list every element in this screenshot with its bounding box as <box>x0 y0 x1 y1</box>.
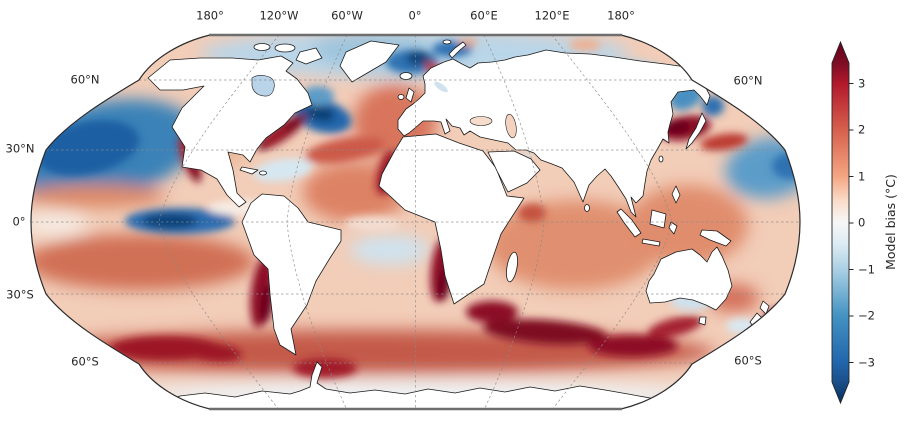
lat-label-60s-right: 60°S <box>734 353 762 368</box>
colorbar-tick-2: 2 <box>858 122 866 137</box>
sri-lanka <box>584 204 590 212</box>
hudson-bay <box>251 75 275 97</box>
meridian-120e <box>551 35 673 409</box>
lat-label-0-left: 0° <box>12 214 26 229</box>
hispaniola <box>259 170 267 176</box>
colorbar-tick-0: 0 <box>858 215 866 230</box>
madagascar <box>506 251 518 283</box>
south-america <box>241 193 342 356</box>
lon-label-180-left: 180° <box>196 8 224 23</box>
ireland <box>397 94 405 100</box>
arctic-island <box>253 43 271 51</box>
colorbar-tick-neg1: −1 <box>858 261 875 276</box>
sumatra <box>616 208 642 238</box>
colorbar-tick-neg2: −2 <box>858 308 875 323</box>
colorbar-tick-marks <box>849 83 854 363</box>
colorbar-gradient-bar <box>831 40 850 405</box>
lat-label-60s-left: 60°S <box>71 354 99 369</box>
meridian-60w <box>286 35 348 409</box>
lon-label-0: 0° <box>408 8 422 23</box>
tasmania <box>698 316 707 326</box>
caspian-sea <box>505 113 517 139</box>
colorbar-tick-neg3: −3 <box>858 354 875 369</box>
graticule <box>31 35 800 409</box>
taiwan <box>658 155 664 163</box>
lon-label-60w: 60°W <box>331 8 363 23</box>
java <box>641 238 661 247</box>
svalbard <box>442 39 452 45</box>
colorbar-tick-3: 3 <box>858 75 866 90</box>
lon-label-120e: 120°E <box>534 8 570 23</box>
britain <box>405 87 415 103</box>
black-sea <box>469 116 493 126</box>
lon-label-120w: 120°W <box>259 8 299 23</box>
colorbar-tick-1: 1 <box>858 168 866 183</box>
baffin-island <box>295 47 323 65</box>
map-boundary <box>30 33 801 411</box>
arabia <box>487 150 541 193</box>
meridian-60e <box>483 35 545 409</box>
lon-label-180-right: 180° <box>607 8 635 23</box>
lat-label-30s-left: 30°S <box>6 287 34 302</box>
colorbar <box>831 40 854 405</box>
antarctica <box>154 361 673 409</box>
new-guinea <box>699 229 732 247</box>
baltic-sea <box>434 81 448 93</box>
arctic-island <box>274 43 296 53</box>
colorbar-title: Model bias (°C) <box>882 174 898 270</box>
meridian-120w <box>158 35 280 409</box>
japan <box>685 112 707 150</box>
novaya-zemlya <box>448 41 467 59</box>
eurasia <box>397 49 711 218</box>
lon-label-60e: 60°E <box>470 8 498 23</box>
lat-label-60n-right: 60°N <box>733 73 763 88</box>
iceland <box>399 72 413 80</box>
lat-label-30n-left: 30°N <box>5 141 35 156</box>
greenland <box>339 40 400 83</box>
borneo <box>649 209 667 229</box>
philippines <box>671 185 681 204</box>
cuba <box>239 166 259 175</box>
lat-label-60n-left: 60°N <box>70 72 100 87</box>
